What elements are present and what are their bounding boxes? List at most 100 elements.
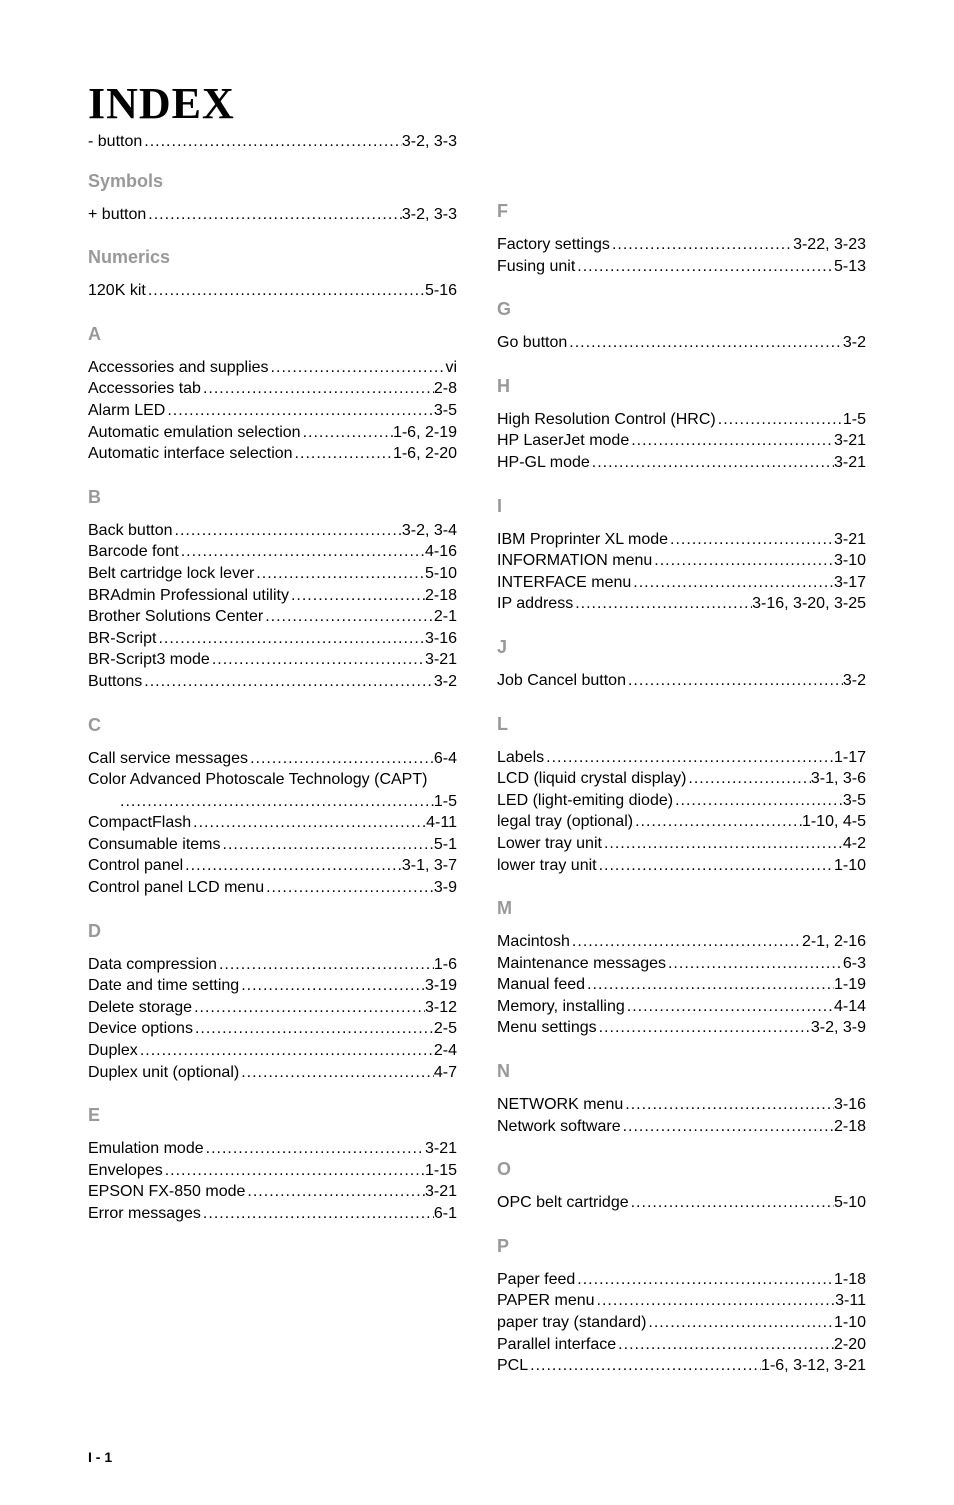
right-column: FFactory settings3-22, 3-23Fusing unit5-… [497,131,866,1377]
index-entry: Duplex2-4 [88,1040,457,1062]
entry-leader-dots [193,1018,434,1040]
index-entry: Paper feed1-18 [497,1269,866,1291]
entry-leader-dots [629,430,834,452]
section-head: F [497,201,866,222]
entry-leader-dots [138,1040,434,1062]
index-entry: Color Advanced Photoscale Technology (CA… [88,769,457,791]
entry-label: + button [88,204,146,226]
entry-leader-dots [221,834,434,856]
entry-pages: 3-12 [425,997,457,1019]
index-entry: BRAdmin Professional utility2-18 [88,585,457,607]
entry-label: Accessories tab [88,378,201,400]
entry-label: Color Advanced Photoscale Technology (CA… [88,769,427,791]
entry-leader-dots [201,1203,434,1225]
entry-label: Alarm LED [88,400,165,422]
entry-label: IBM Proprinter XL mode [497,529,668,551]
entry-label: NETWORK menu [497,1094,623,1116]
index-entry: Automatic interface selection1-6, 2-20 [88,443,457,465]
entry-label: Duplex unit (optional) [88,1062,239,1084]
entry-pages: 1-6, 2-19 [393,422,457,444]
entry-leader-dots [652,550,834,572]
index-entry: Labels1-17 [497,747,866,769]
entry-leader-dots [673,790,843,812]
entry-leader-dots [183,855,402,877]
entry-leader-dots [192,997,425,1019]
entry-label: BR-Script3 mode [88,649,210,671]
entry-label: INFORMATION menu [497,550,652,572]
index-entry: legal tray (optional)1-10, 4-5 [497,811,866,833]
entry-pages: 1-10, 4-5 [802,811,866,833]
entry-label: paper tray (standard) [497,1312,646,1334]
index-entry: Buttons3-2 [88,671,457,693]
entry-label: Macintosh [497,931,570,953]
entry-leader-dots [248,748,434,770]
entry-label: Consumable items [88,834,221,856]
entry-leader-dots [269,357,446,379]
index-entry: HP LaserJet mode3-21 [497,430,866,452]
index-entry: Job Cancel button3-2 [497,670,866,692]
index-entry: BR-Script3 mode 3-21 [88,649,457,671]
index-entry: Delete storage3-12 [88,997,457,1019]
entry-label: 120K kit [88,280,146,302]
entry-pages: 1-5 [843,409,866,431]
entry-pages: 6-4 [434,748,457,770]
index-entry: Brother Solutions Center2-1 [88,606,457,628]
entry-leader-dots [597,1017,811,1039]
entry-leader-dots [239,1062,434,1084]
entry-label: Labels [497,747,544,769]
index-entry: Factory settings3-22, 3-23 [497,234,866,256]
entry-label: BR-Script [88,628,156,650]
entry-pages: 5-10 [425,563,457,585]
entry-leader-dots [118,791,434,813]
index-entry: HP-GL mode3-21 [497,452,866,474]
entry-label: Duplex [88,1040,138,1062]
entry-leader-dots [625,996,834,1018]
entry-pages: 3-21 [425,1138,457,1160]
entry-label: Date and time setting [88,975,239,997]
entry-label: Network software [497,1116,621,1138]
entry-leader-dots [165,400,434,422]
entry-leader-dots [146,280,425,302]
entry-label: Belt cartridge lock lever [88,563,254,585]
entry-leader-dots [142,131,402,153]
index-entry: IBM Proprinter XL mode3-21 [497,529,866,551]
index-entry: Back button3-2, 3-4 [88,520,457,542]
entry-pages: 1-15 [425,1160,457,1182]
index-entry: Accessories and supplies vi [88,357,457,379]
entry-leader-dots [528,1355,761,1377]
entry-pages: 1-18 [834,1269,866,1291]
index-entry: PCL 1-6, 3-12, 3-21 [497,1355,866,1377]
entry-leader-dots [179,541,425,563]
entry-pages: 5-13 [834,256,866,278]
index-entry: IP address 3-16, 3-20, 3-25 [497,593,866,615]
section-head: E [88,1105,457,1126]
section-head: A [88,324,457,345]
entry-leader-dots [629,1192,834,1214]
index-entry: Control panel3-1, 3-7 [88,855,457,877]
entry-pages: 6-1 [434,1203,457,1225]
entry-leader-dots [668,529,834,551]
entry-pages: 3-22, 3-23 [793,234,866,256]
index-entry: Lower tray unit4-2 [497,833,866,855]
entry-label: PCL [497,1355,528,1377]
entry-leader-dots [597,855,834,877]
section-head: I [497,496,866,517]
entry-leader-dots [239,975,425,997]
index-entry: Go button3-2 [497,332,866,354]
entry-leader-dots [666,953,843,975]
index-entry: - button3-2, 3-3 [88,131,457,153]
entry-label: Lower tray unit [497,833,602,855]
entry-label: Data compression [88,954,217,976]
entry-leader-dots [623,1094,834,1116]
section-head: B [88,487,457,508]
entry-pages: 1-10 [834,1312,866,1334]
entry-leader-dots [575,256,834,278]
entry-pages: 3-16 [834,1094,866,1116]
entry-pages: 3-2 [843,670,866,692]
entry-pages: 3-21 [425,649,457,671]
entry-leader-dots [245,1181,425,1203]
entry-leader-dots [610,234,793,256]
entry-leader-dots [173,520,402,542]
entry-pages: 3-2, 3-4 [402,520,457,542]
entry-pages: 1-6 [434,954,457,976]
